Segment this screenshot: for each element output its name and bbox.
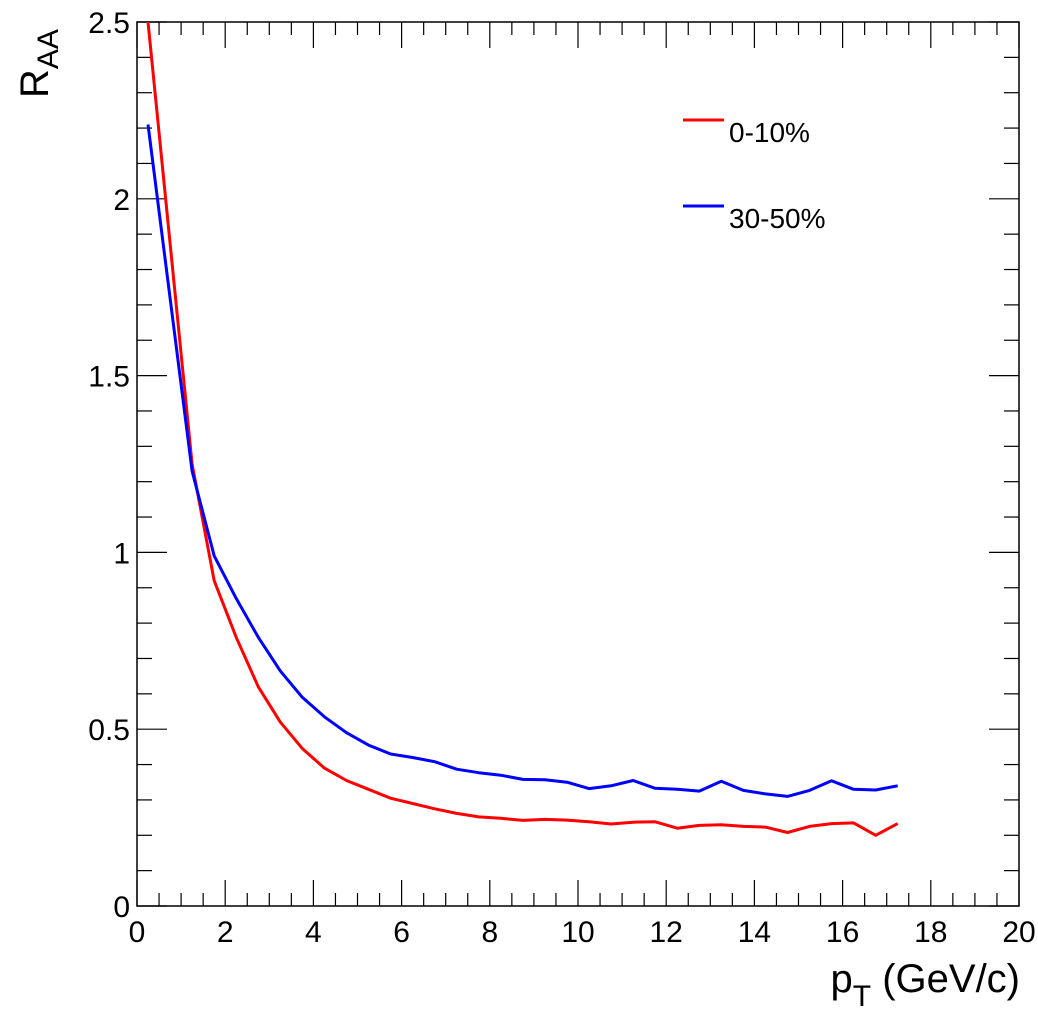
series-lines bbox=[146, 22, 899, 837]
x-tick-label: 6 bbox=[393, 916, 410, 949]
y-tick-label: 2 bbox=[113, 184, 130, 217]
series-line-1 bbox=[146, 22, 899, 837]
y-tick-label: 0.5 bbox=[88, 714, 130, 747]
x-tick-label: 4 bbox=[305, 916, 322, 949]
plot-border bbox=[136, 21, 1020, 907]
axis-ticks bbox=[136, 21, 1020, 907]
x-tick-label: 12 bbox=[650, 916, 683, 949]
series-line-2 bbox=[146, 124, 898, 798]
y-axis-label-subscript: AA bbox=[32, 29, 65, 69]
y-tick-label: 1.5 bbox=[88, 361, 130, 394]
legend-label: 30-50% bbox=[729, 203, 826, 234]
x-axis-label-subscript: T bbox=[853, 980, 871, 1013]
x-tick-label: 0 bbox=[129, 916, 146, 949]
y-tick-label: 1 bbox=[113, 537, 130, 570]
x-tick-label: 18 bbox=[914, 916, 947, 949]
plot-frame bbox=[136, 21, 1020, 907]
legend: 0-10% 30-50% bbox=[683, 117, 826, 234]
legend-label: 0-10% bbox=[729, 117, 810, 148]
x-tick-label: 2 bbox=[217, 916, 234, 949]
x-axis-label-unit: (GeV/c) bbox=[871, 957, 1020, 1001]
x-tick-label: 16 bbox=[826, 916, 859, 949]
y-axis-label: RAA bbox=[13, 29, 65, 98]
x-tick-label: 10 bbox=[561, 916, 594, 949]
x-tick-label: 14 bbox=[738, 916, 771, 949]
x-tick-label: 8 bbox=[481, 916, 498, 949]
tick-labels: 0 2 4 6 8 10 12 14 16 18 20 0 0.5 1 1.5 2 2.5 bbox=[88, 7, 1035, 949]
x-tick-label: 20 bbox=[1002, 916, 1035, 949]
x-axis-label: pT (GeV/c) bbox=[831, 957, 1020, 1013]
y-tick-label: 0 bbox=[113, 891, 130, 924]
y-tick-label: 2.5 bbox=[88, 7, 130, 40]
